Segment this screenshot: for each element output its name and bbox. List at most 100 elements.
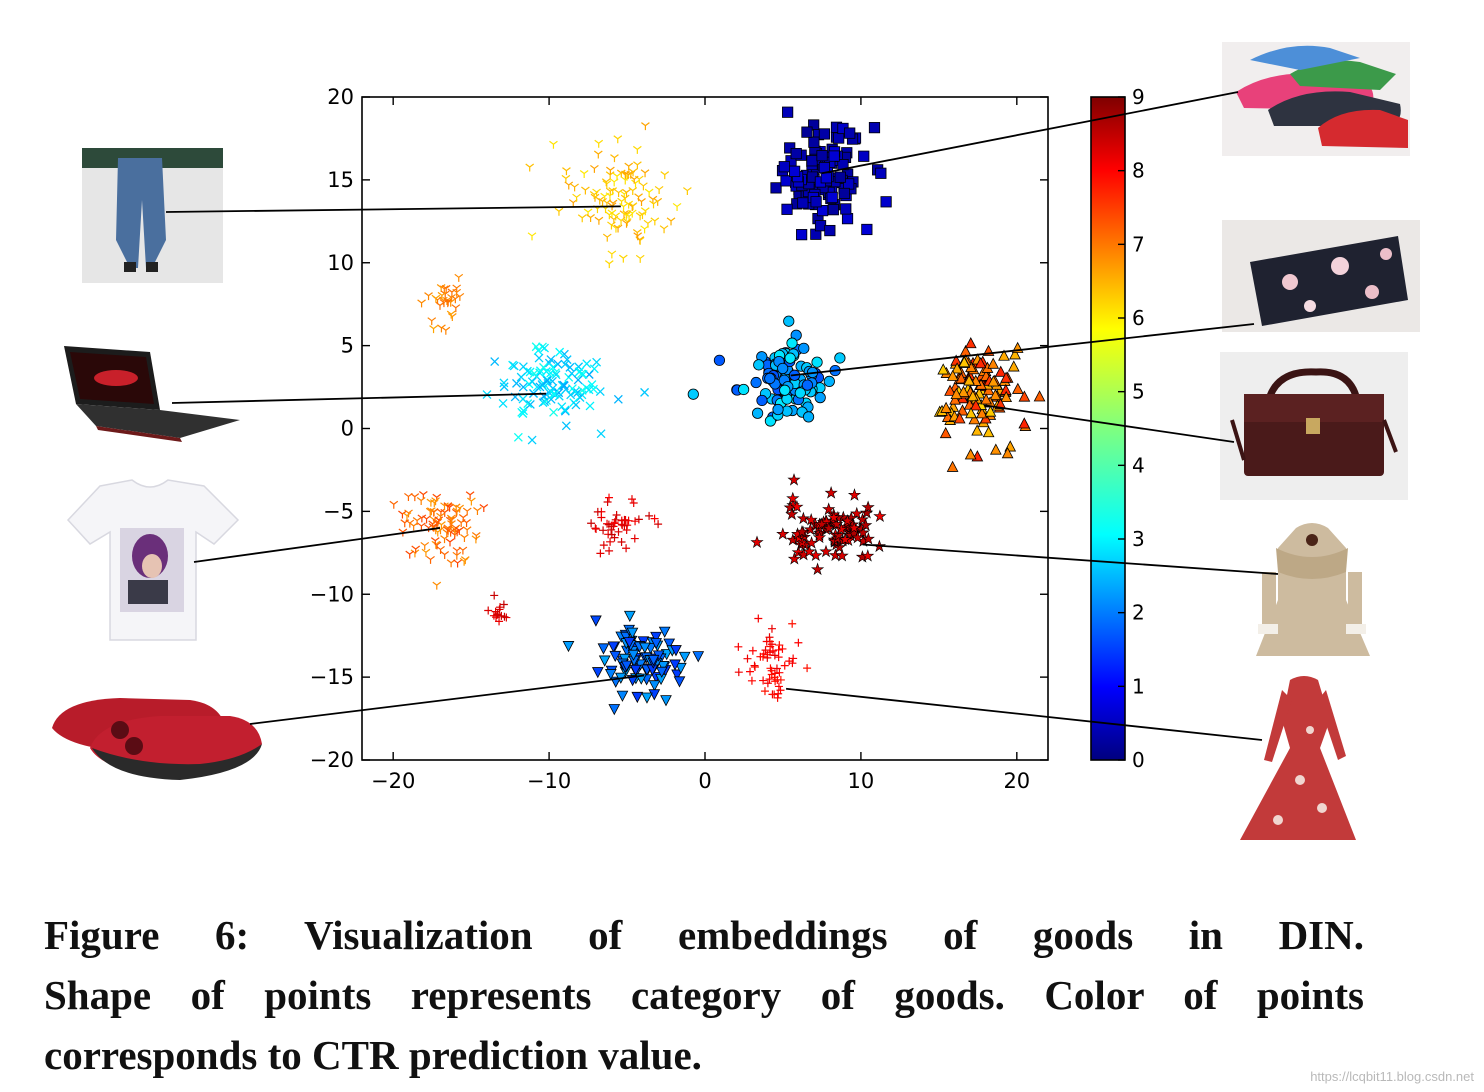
scatter-point [760,687,769,696]
scatter-point [417,299,426,308]
colorbar-tick-label: 4 [1132,453,1145,477]
scatter-point [763,653,772,662]
scatter-point [806,155,818,167]
scatter-point [460,556,470,565]
sneakers-pointer-line [821,91,1239,175]
scatter-point [607,525,616,534]
scatter-point [442,529,452,537]
scatter-point [781,203,793,215]
scatter-point [546,394,556,404]
scatter-point [561,174,571,183]
scatter-point [619,202,628,211]
scatter-point [404,492,413,501]
scatter-point [785,507,799,520]
scatter-point [672,202,682,211]
colorbar-ticks: 0 1 2 3 4 5 6 7 8 9 [1118,85,1145,772]
scatter-point [1033,390,1046,402]
scatter-point [616,690,629,702]
scatter-point [633,161,642,170]
colorbar-tick-label: 6 [1132,306,1145,330]
scatter-point [963,374,975,386]
scatter-point [527,435,537,445]
scatter-point [844,127,856,139]
dress-thumbnail [1240,676,1356,840]
scatter-point [557,402,567,412]
scatter-point [603,498,612,507]
scatter-point [447,312,457,321]
scatter-point [446,528,455,537]
scatter-point [594,139,604,148]
scatter-point [467,497,476,506]
scatter-point [803,664,812,673]
x-tick-label: −10 [527,769,571,793]
scatter-point [473,507,482,516]
scatter-point [590,164,599,173]
scatter-point [638,642,651,654]
scatter-point [982,426,995,438]
scatter-point [525,163,535,172]
scatter-point [471,532,481,541]
scatter-point [559,381,569,391]
scatter-point [815,517,829,530]
scatter-point [587,380,597,389]
scatter-point [559,349,569,359]
scatter-point [446,514,456,523]
scatter-point [850,506,864,520]
clutch-bag-thumbnail [1222,220,1420,332]
scatter-point [654,185,664,194]
scatter-point [405,550,415,559]
scatter-point [493,610,502,619]
scatter-point [629,498,638,507]
scatter-point [498,399,508,408]
scatter-point [529,369,539,378]
scatter-point [944,384,956,396]
slippers-thumbnail [52,698,262,780]
scatter-point [429,499,439,508]
scatter-point [621,211,631,220]
scatter-point [834,352,846,364]
scatter-point [633,232,643,241]
scatter-point [859,518,873,531]
scatter-point [657,661,670,673]
scatter-point [734,668,743,677]
y-tick-label: 5 [341,334,354,358]
scatter-point [838,187,850,200]
scatter-point [440,502,449,511]
scatter-point [631,179,640,188]
scatter-point [440,550,450,559]
scatter-point [774,645,783,654]
scatter-point [966,390,979,402]
scatter-point [946,369,959,381]
scatter-point [595,387,605,397]
scatter-point [454,273,464,282]
scatter-point [782,106,794,118]
scatter-point [875,167,887,179]
scatter-point [454,526,464,535]
scatter-point [804,513,818,526]
scatter-point [998,349,1010,361]
scatter-points [389,106,1046,716]
scatter-point [764,415,777,427]
scatter-point [766,642,775,651]
colorbar-tick-label: 5 [1132,380,1145,404]
scatter-point [610,519,619,528]
scatter-point [571,400,581,410]
scatter-point [654,520,663,529]
scatter-point [786,491,800,505]
scatter-point [861,223,873,236]
laptop-pointer-line [171,392,546,404]
scatter-point [554,207,564,216]
scatter-point [417,514,427,523]
scatter-point [451,503,461,512]
scatter-point [989,388,1002,401]
scatter-point [437,291,447,300]
scatter-point [763,679,772,688]
scatter-point [431,294,441,303]
scatter-point [527,232,537,241]
scatter-point [673,676,686,688]
scatter-point [787,551,801,565]
scatter-point [628,168,638,177]
scatter-point [861,500,875,513]
scatter-point [453,559,462,568]
scatter-point [542,376,552,386]
